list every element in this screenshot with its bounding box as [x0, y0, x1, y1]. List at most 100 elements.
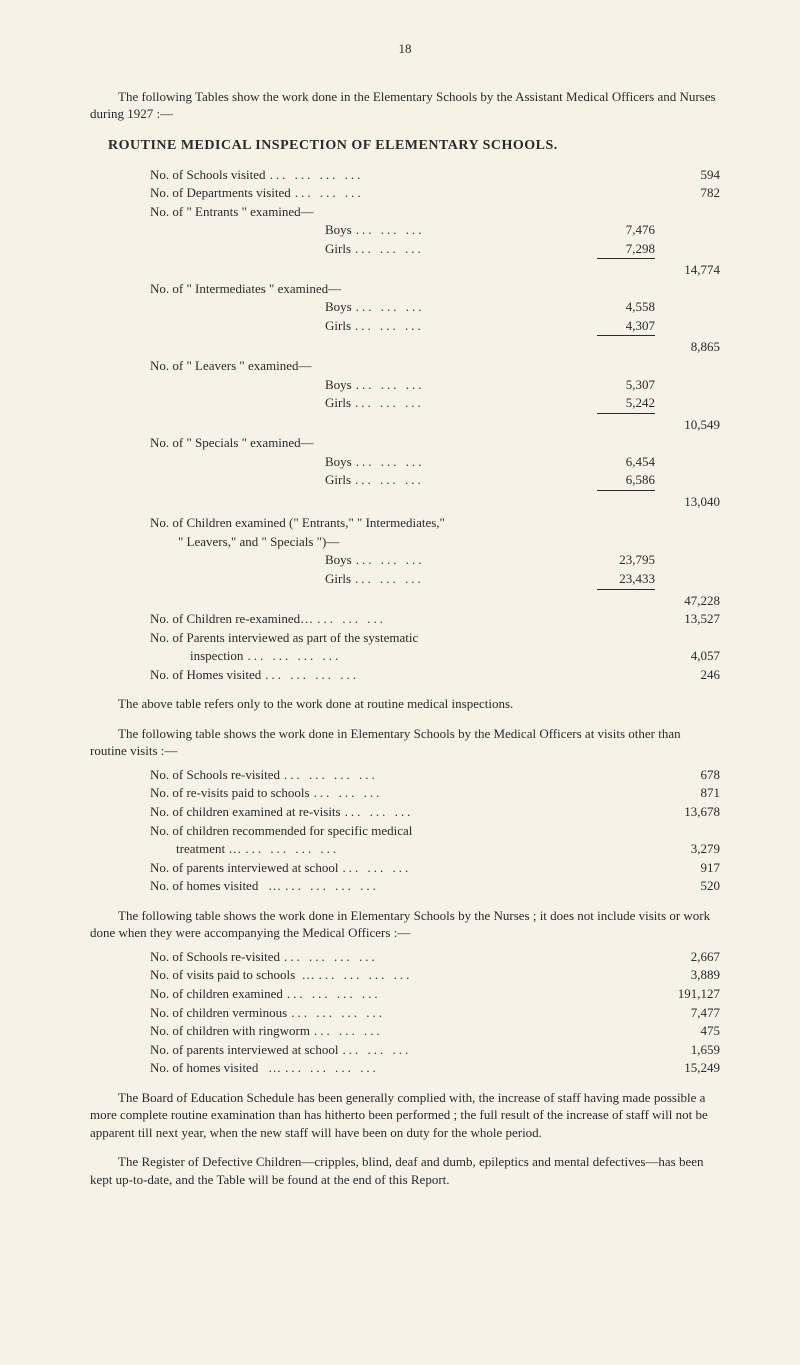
label: Boys: [150, 453, 352, 471]
row-leavers-boys: Boys ... ... ... 5,307: [150, 376, 720, 394]
value: 4,558: [590, 298, 655, 316]
table-row: No. of parents interviewed at school ...…: [150, 859, 720, 877]
label: No. of homes visited …: [150, 877, 281, 895]
value: 13,678: [655, 803, 720, 821]
row-entrants-girls: Girls ... ... ... 7,298: [150, 240, 720, 258]
value: 917: [655, 859, 720, 877]
row-specials-total: 13,040: [150, 493, 720, 511]
value: 6,586: [590, 471, 655, 489]
row-specials-girls: Girls ... ... ... 6,586: [150, 471, 720, 489]
value: 1,659: [655, 1041, 720, 1059]
label: inspection: [150, 647, 243, 665]
leader-dots: ... ... ...: [338, 1041, 655, 1059]
value: 47,228: [655, 592, 720, 610]
leader-dots: ... ... ... ...: [281, 877, 655, 895]
rule-line: [597, 258, 655, 260]
label: No. of Schools visited: [150, 166, 266, 184]
section-heading: ROUTINE MEDICAL INSPECTION OF ELEMENTARY…: [108, 137, 720, 156]
row-schools-visited: No. of Schools visited ... ... ... ... 5…: [150, 166, 720, 184]
row-leavers-total: 10,549: [150, 416, 720, 434]
value: 3,279: [655, 840, 720, 858]
table-row: No. of parents interviewed at school ...…: [150, 1041, 720, 1059]
row-entrants-head: No. of " Entrants " examined—: [150, 203, 720, 221]
label: No. of Homes visited: [150, 666, 261, 684]
value: 191,127: [655, 985, 720, 1003]
value: 4,307: [590, 317, 655, 335]
row-parents-interview-2: inspection ... ... ... ... 4,057: [150, 647, 720, 665]
table-row: No. of re-visits paid to schools ... ...…: [150, 784, 720, 802]
value: 246: [655, 666, 720, 684]
row-intermediates-total: 8,865: [150, 338, 720, 356]
label: No. of " Intermediates " examined—: [150, 280, 341, 298]
leader-dots: ... ... ...: [351, 240, 590, 258]
value: 13,040: [655, 493, 720, 511]
table-row: No. of visits paid to schools … ... ... …: [150, 966, 720, 984]
value: 594: [655, 166, 720, 184]
section-1: No. of Schools visited ... ... ... ... 5…: [90, 166, 720, 684]
row-entrants-boys: Boys ... ... ... 7,476: [150, 221, 720, 239]
table-row: No. of homes visited … ... ... ... ... 5…: [150, 877, 720, 895]
label: No. of Schools re-visited: [150, 766, 280, 784]
value: 782: [655, 184, 720, 202]
leader-dots: ... ... ...: [352, 453, 590, 471]
label: No. of visits paid to schools …: [150, 966, 315, 984]
row-specials-head: No. of " Specials " examined—: [150, 434, 720, 452]
label: No. of re-visits paid to schools: [150, 784, 310, 802]
leader-dots: ... ... ... ...: [287, 1004, 655, 1022]
paragraph-4: The Board of Education Schedule has been…: [90, 1089, 720, 1142]
label: " Leavers," and " Specials ")—: [150, 533, 339, 551]
leader-dots: ... ... ...: [351, 471, 590, 489]
leader-dots: ... ... ...: [352, 551, 590, 569]
label: treatment …: [150, 840, 241, 858]
value: 7,477: [655, 1004, 720, 1022]
rule-line: [597, 413, 655, 415]
leader-dots: ... ... ... ...: [261, 666, 590, 684]
row-children-boys: Boys ... ... ... 23,795: [150, 551, 720, 569]
value: 3,889: [655, 966, 720, 984]
label: Girls: [150, 240, 351, 258]
value: 2,667: [655, 948, 720, 966]
value: 7,476: [590, 221, 655, 239]
label: No. of parents interviewed at school: [150, 859, 338, 877]
label: No. of Parents interviewed as part of th…: [150, 629, 418, 647]
leader-dots: ... ... ...: [351, 317, 590, 335]
leader-dots: ... ... ... ...: [280, 948, 655, 966]
row-departments-visited: No. of Departments visited ... ... ... 7…: [150, 184, 720, 202]
row-children-total: 47,228: [150, 592, 720, 610]
value: 10,549: [655, 416, 720, 434]
row-reexamined: No. of Children re-examined… ... ... ...…: [150, 610, 720, 628]
label: Boys: [150, 298, 352, 316]
row-intermediates-head: No. of " Intermediates " examined—: [150, 280, 720, 298]
label: Boys: [150, 376, 352, 394]
row-children-girls: Girls ... ... ... 23,433: [150, 570, 720, 588]
document-page: 18 The following Tables show the work do…: [0, 0, 800, 1234]
value: 7,298: [590, 240, 655, 258]
table-row: No. of Schools re-visited ... ... ... ..…: [150, 766, 720, 784]
value: 4,057: [655, 647, 720, 665]
value: 15,249: [655, 1059, 720, 1077]
row-children-head2: " Leavers," and " Specials ")—: [150, 533, 720, 551]
paragraph-5: The Register of Defective Children—cripp…: [90, 1153, 720, 1188]
value: 23,433: [590, 570, 655, 588]
label: No. of children with ringworm: [150, 1022, 310, 1040]
rule-line: [597, 589, 655, 591]
leader-dots: ... ... ...: [351, 394, 590, 412]
leader-dots: ... ... ...: [338, 859, 655, 877]
leader-dots: ... ... ... ...: [315, 966, 655, 984]
value: 475: [655, 1022, 720, 1040]
value: 13,527: [655, 610, 720, 628]
value: 6,454: [590, 453, 655, 471]
value: 678: [655, 766, 720, 784]
leader-dots: ... ... ...: [351, 570, 590, 588]
value: 871: [655, 784, 720, 802]
row-entrants-total: 14,774: [150, 261, 720, 279]
label: No. of Departments visited: [150, 184, 291, 202]
label: Boys: [150, 221, 352, 239]
table-row: No. of children verminous ... ... ... ..…: [150, 1004, 720, 1022]
leader-dots: ... ... ...: [310, 784, 655, 802]
paragraph-3: The following table shows the work done …: [90, 907, 720, 942]
label: No. of children examined: [150, 985, 283, 1003]
leader-dots: ... ... ... ...: [241, 840, 655, 858]
leader-dots: ... ... ... ...: [281, 1059, 655, 1077]
label: No. of " Leavers " examined—: [150, 357, 312, 375]
